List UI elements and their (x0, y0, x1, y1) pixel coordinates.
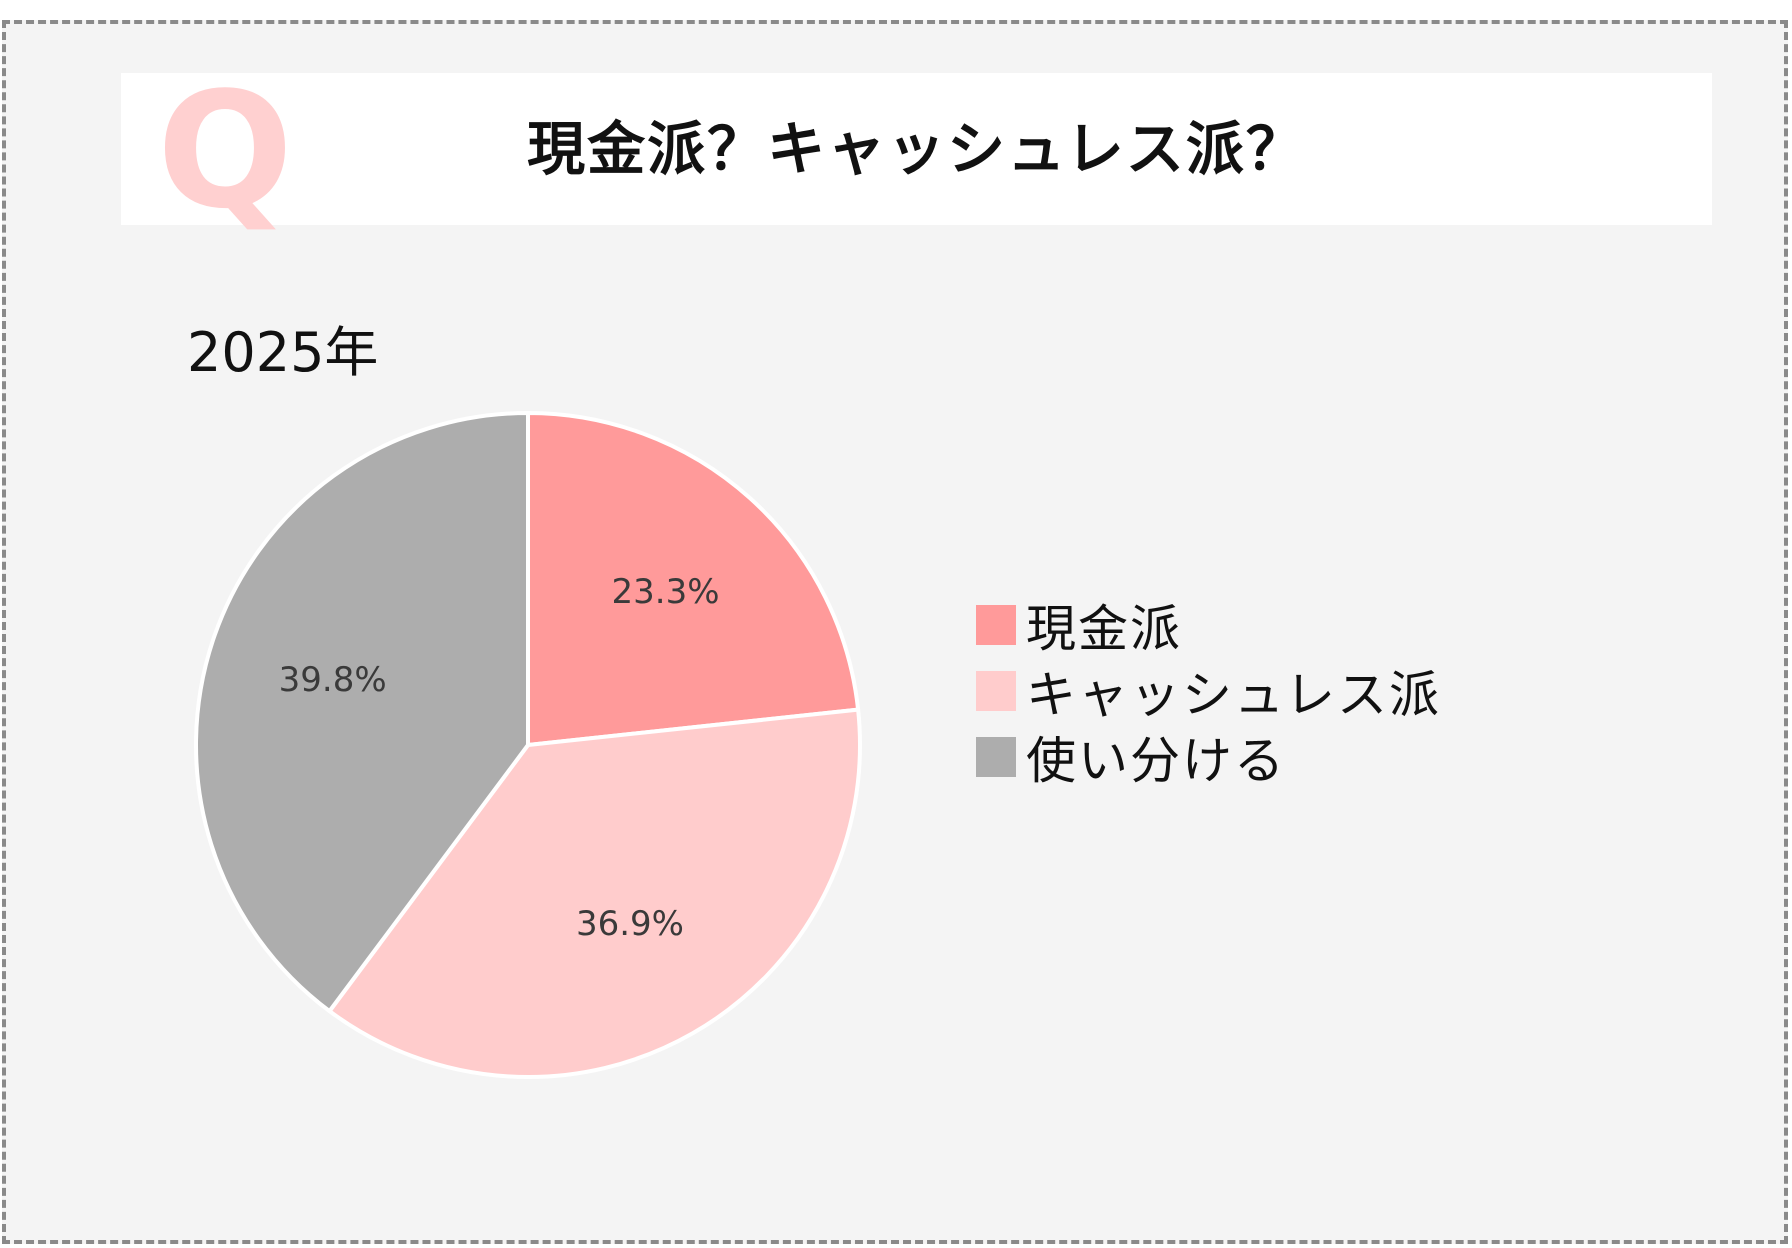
page-title: 現金派？キャッシュレス派？ (527, 115, 1306, 183)
legend-label: キャッシュレス派 (1026, 666, 1441, 724)
slice-label: 36.9% (576, 904, 684, 944)
legend-swatch (976, 737, 1016, 777)
pie-slice (327, 707, 862, 1079)
legend-item: 使い分ける (976, 724, 1441, 790)
legend-item: キャッシュレス派 (976, 658, 1441, 724)
q-mark-logo: Q (157, 57, 294, 244)
slice-label: 39.8% (279, 660, 387, 700)
slice-label: 23.3% (612, 572, 720, 612)
legend-item: 現金派 (976, 592, 1441, 658)
legend-swatch (976, 671, 1016, 711)
legend-swatch (976, 605, 1016, 645)
legend: 現金派 キャッシュレス派 使い分ける (976, 592, 1441, 790)
pie-slice (194, 411, 530, 1014)
pie-slice (526, 411, 861, 747)
header-banner: Q 現金派？キャッシュレス派？ (121, 61, 1712, 241)
chart-title: 2025年 (187, 321, 379, 384)
legend-label: 使い分ける (1026, 732, 1286, 790)
legend-label: 現金派 (1026, 600, 1182, 658)
